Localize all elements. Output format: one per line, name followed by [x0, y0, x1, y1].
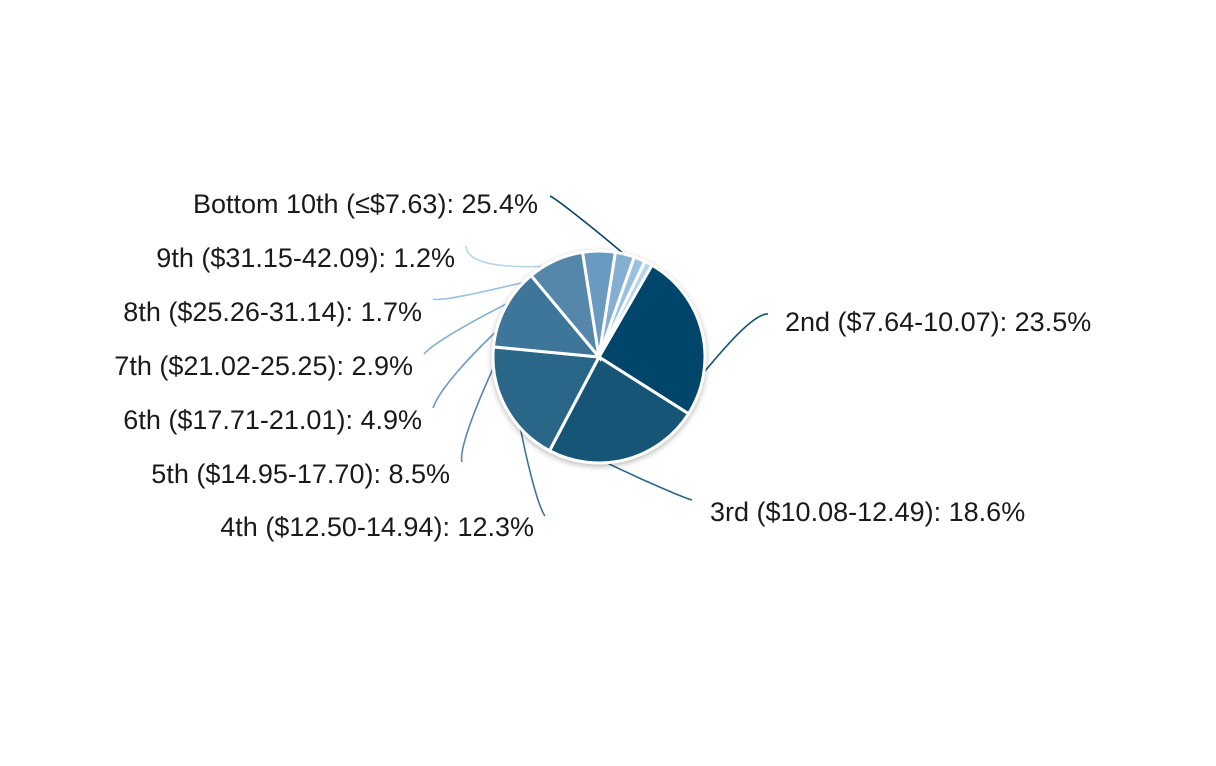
slice-label-9: 9th ($31.15-42.09): 1.2% — [156, 243, 455, 273]
pie-slices — [491, 249, 707, 465]
slice-label-8: 8th ($25.26-31.14): 1.7% — [123, 297, 422, 327]
slice-label-7: 7th ($21.02-25.25): 2.9% — [114, 351, 413, 381]
slice-label-6: 6th ($17.71-21.01): 4.9% — [123, 405, 422, 435]
slice-label-2: 2nd ($7.64-10.07): 23.5% — [785, 307, 1091, 337]
pie-slice-1 — [596, 263, 707, 416]
pie-slice-2 — [547, 354, 691, 465]
slice-labels: Bottom 10th (≤$7.63): 25.4% 2nd ($7.64-10… — [114, 189, 1091, 542]
slice-label-1: Bottom 10th (≤$7.63): 25.4% — [193, 189, 538, 219]
slice-label-5: 5th ($14.95-17.70): 8.5% — [151, 459, 450, 489]
pie-slice-9 — [597, 259, 655, 358]
slice-label-3: 3rd ($10.08-12.49): 18.6% — [710, 497, 1025, 527]
pie-slice-3 — [491, 345, 602, 453]
pie-slice-4 — [491, 273, 603, 359]
slice-label-4: 4th ($12.50-14.94): 12.3% — [220, 512, 534, 542]
